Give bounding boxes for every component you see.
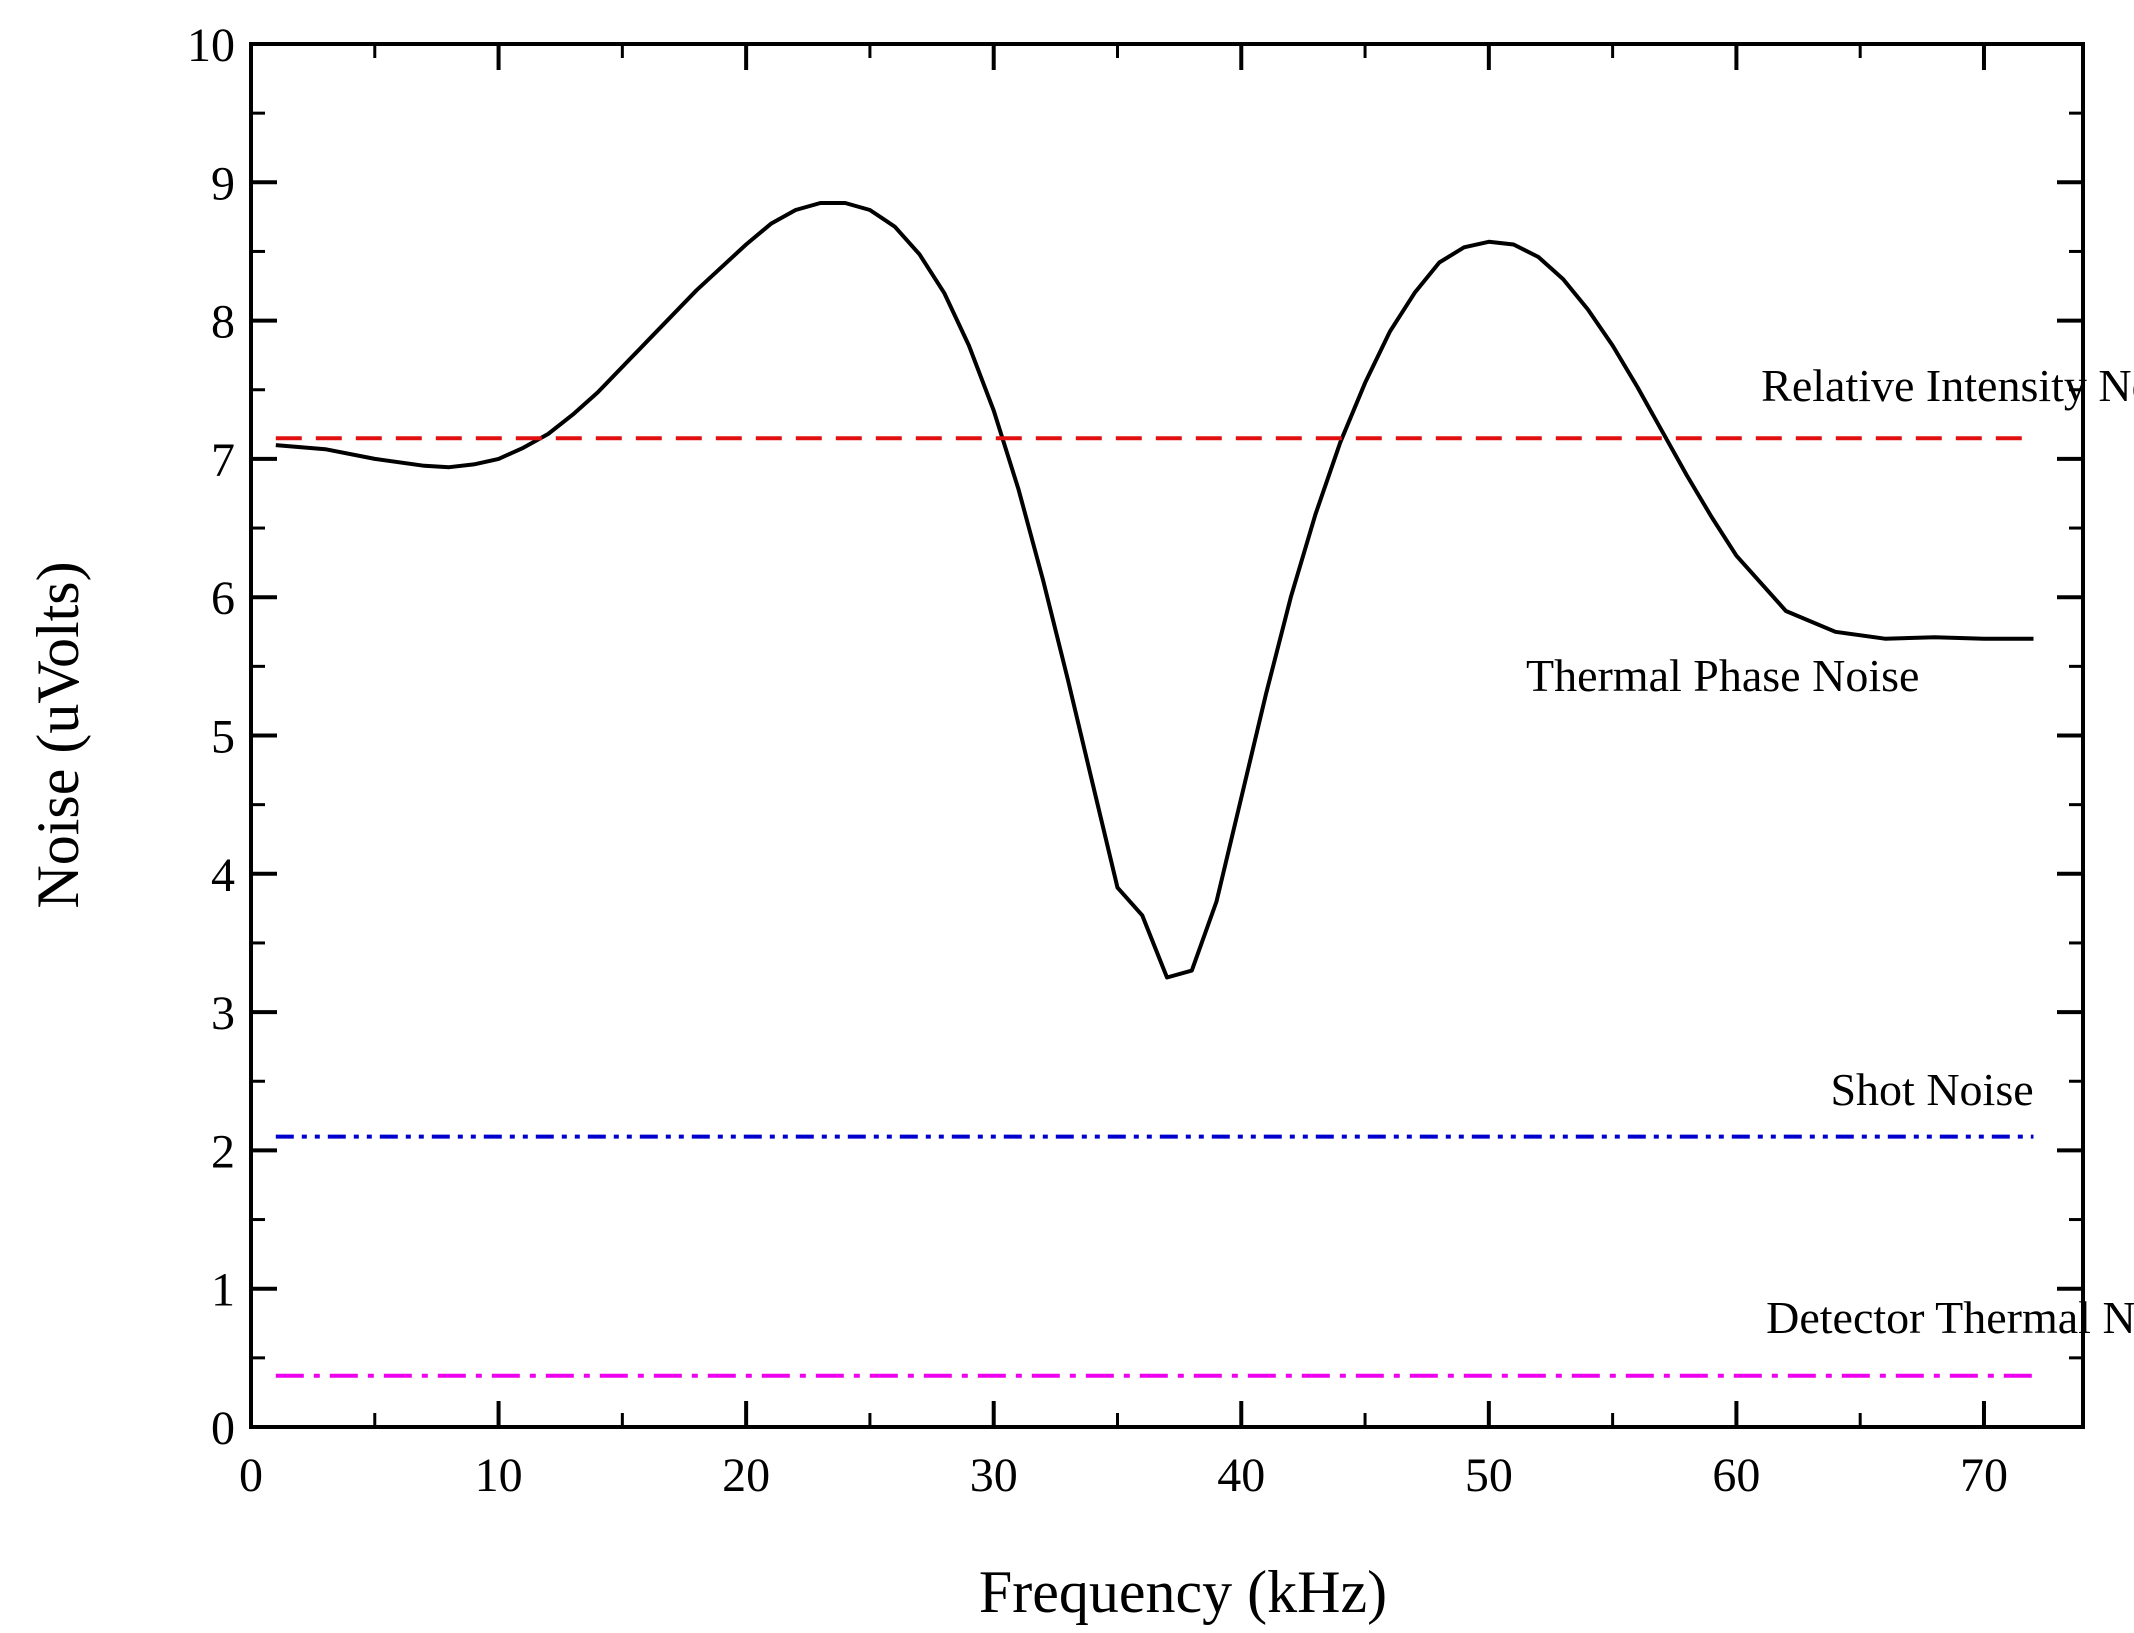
- x-tick-label: 30: [970, 1449, 1018, 1502]
- x-tick-label: 20: [722, 1449, 770, 1502]
- x-tick-label: 0: [239, 1449, 263, 1502]
- annotation-1: Thermal Phase Noise: [1526, 650, 1919, 701]
- y-tick-label: 8: [211, 296, 235, 349]
- y-tick-label: 1: [211, 1264, 235, 1317]
- y-tick-label: 4: [211, 849, 235, 902]
- x-tick-label: 40: [1217, 1449, 1265, 1502]
- annotation-0: Relative Intensity Noise: [1761, 360, 2134, 411]
- x-tick-label: 10: [475, 1449, 523, 1502]
- y-tick-label: 0: [211, 1402, 235, 1455]
- y-tick-label: 6: [211, 572, 235, 625]
- x-axis-title: Frequency (kHz): [979, 1559, 1387, 1625]
- y-tick-label: 2: [211, 1125, 235, 1178]
- y-tick-label: 3: [211, 987, 235, 1040]
- annotation-3: Detector Thermal Noise: [1766, 1292, 2134, 1343]
- plot-frame: [249, 42, 2085, 1429]
- x-tick-label: 70: [1960, 1449, 2008, 1502]
- x-tick-label: 60: [1712, 1449, 1760, 1502]
- series-line-0: [275, 201, 2034, 980]
- y-tick-label: 10: [187, 19, 235, 72]
- annotation-2: Shot Noise: [1830, 1064, 2033, 1115]
- y-axis-title: Noise (uVolts): [25, 561, 91, 908]
- y-tick-label: 9: [211, 157, 235, 210]
- annotations-layer: Relative Intensity Noise Thermal Phase No…: [1526, 360, 2134, 1343]
- ticks-layer: 0 10 20 30 40 50 60 70 0 1 2 3 4 5 6 7 8 9 10: [187, 19, 2083, 1502]
- y-tick-label: 5: [211, 711, 235, 764]
- y-tick-label: 7: [211, 434, 235, 487]
- series-layer: [275, 201, 2034, 1378]
- x-tick-label: 50: [1465, 1449, 1513, 1502]
